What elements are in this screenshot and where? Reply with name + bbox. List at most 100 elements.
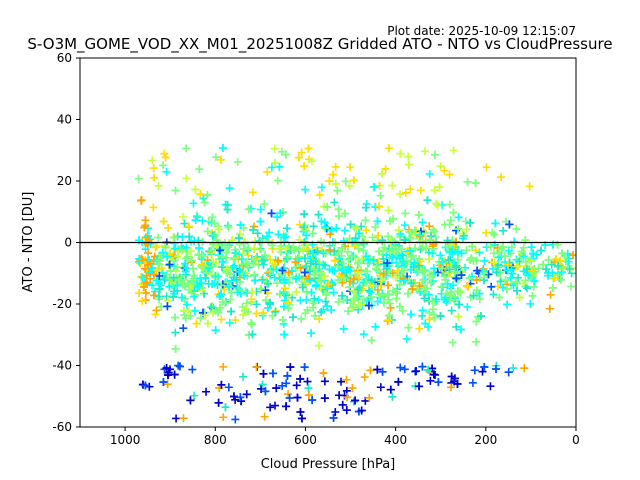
scatter-point: [211, 272, 220, 281]
scatter-point: [324, 280, 333, 289]
x-tick-label: 200: [474, 433, 497, 447]
scatter-point: [472, 275, 481, 284]
scatter-point: [448, 281, 457, 290]
scatter-point: [486, 242, 495, 251]
scatter-point: [218, 263, 227, 272]
scatter-point: [282, 379, 291, 388]
scatter-point: [192, 319, 201, 328]
scatter-point: [217, 380, 226, 389]
scatter-point: [509, 364, 518, 373]
scatter-point: [178, 212, 187, 221]
scatter-point: [268, 369, 277, 378]
scatter-point: [373, 266, 382, 275]
scatter-point: [402, 334, 411, 343]
scatter-point: [354, 244, 363, 253]
scatter-point: [556, 275, 565, 284]
scatter-point: [449, 208, 458, 217]
scatter-point: [250, 270, 259, 279]
scatter-point: [206, 246, 215, 255]
scatter-point: [384, 206, 393, 215]
scatter-point: [537, 246, 546, 255]
scatter-point: [338, 243, 347, 252]
scatter-point: [275, 162, 284, 171]
scatter-point: [339, 324, 348, 333]
scatter-point: [302, 262, 311, 271]
scatter-point: [155, 271, 164, 280]
scatter-point: [331, 251, 340, 260]
scatter-point: [135, 289, 144, 298]
scatter-point: [217, 315, 226, 324]
scatter-point: [314, 341, 323, 350]
scatter-point: [219, 257, 228, 266]
scatter-point: [303, 306, 312, 315]
scatter-point: [428, 305, 437, 314]
scatter-point: [465, 273, 474, 282]
scatter-point: [321, 222, 330, 231]
scatter-point: [339, 295, 348, 304]
scatter-point: [316, 267, 325, 276]
scatter-point: [279, 302, 288, 311]
scatter-point: [546, 290, 555, 299]
scatter-point: [418, 267, 427, 276]
scatter-point: [467, 254, 476, 263]
scatter-point: [221, 299, 230, 308]
scatter-point: [279, 289, 288, 298]
scatter-point: [179, 414, 188, 423]
scatter-point: [228, 263, 237, 272]
scatter-point: [384, 144, 393, 153]
scatter-point: [480, 363, 489, 372]
scatter-point: [239, 372, 248, 381]
scatter-point: [433, 201, 442, 210]
scatter-point: [284, 390, 293, 399]
scatter-point: [429, 370, 438, 379]
scatter-point: [267, 209, 276, 218]
scatter-point: [138, 273, 147, 282]
scatter-point: [356, 300, 365, 309]
scatter-point: [396, 149, 405, 158]
scatter-point: [425, 315, 434, 324]
scatter-point: [425, 170, 434, 179]
scatter-point: [165, 260, 174, 269]
scatter-point: [273, 256, 282, 265]
scatter-point: [421, 244, 430, 253]
scatter-point: [352, 225, 361, 234]
scatter-point: [189, 271, 198, 280]
scatter-point: [217, 290, 226, 299]
scatter-point: [360, 373, 369, 382]
scatter-point: [524, 271, 533, 280]
scatter-point: [172, 414, 181, 423]
scatter-point: [153, 242, 162, 251]
scatter-point: [375, 271, 384, 280]
scatter-point: [182, 300, 191, 309]
scatter-point: [365, 286, 374, 295]
scatter-point: [150, 287, 159, 296]
scatter-point: [480, 269, 489, 278]
scatter-point: [371, 223, 380, 232]
scatter-point: [160, 149, 169, 158]
scatter-point: [554, 261, 563, 270]
scatter-point: [385, 311, 394, 320]
scatter-point: [271, 307, 280, 316]
x-axis: 1000 800 600 400 200 0: [110, 427, 580, 447]
scatter-point: [419, 276, 428, 285]
scatter-point: [414, 211, 423, 220]
scatter-point: [386, 385, 395, 394]
scatter-point: [182, 144, 191, 153]
scatter-point: [415, 382, 424, 391]
scatter-point: [390, 242, 399, 251]
scatter-point: [407, 279, 416, 288]
scatter-point: [461, 263, 470, 272]
scatter-point: [300, 162, 309, 171]
scatter-point: [223, 243, 232, 252]
scatter-point: [376, 191, 385, 200]
scatter-point: [264, 237, 273, 246]
scatter-point: [338, 400, 347, 409]
x-axis-label: Cloud Pressure [hPa]: [261, 457, 396, 472]
scatter-point: [265, 298, 274, 307]
scatter-point: [260, 256, 269, 265]
scatter-point: [235, 230, 244, 239]
scatter-point: [415, 230, 424, 239]
scatter-point: [314, 210, 323, 219]
scatter-point: [247, 287, 256, 296]
scatter-point: [448, 338, 457, 347]
